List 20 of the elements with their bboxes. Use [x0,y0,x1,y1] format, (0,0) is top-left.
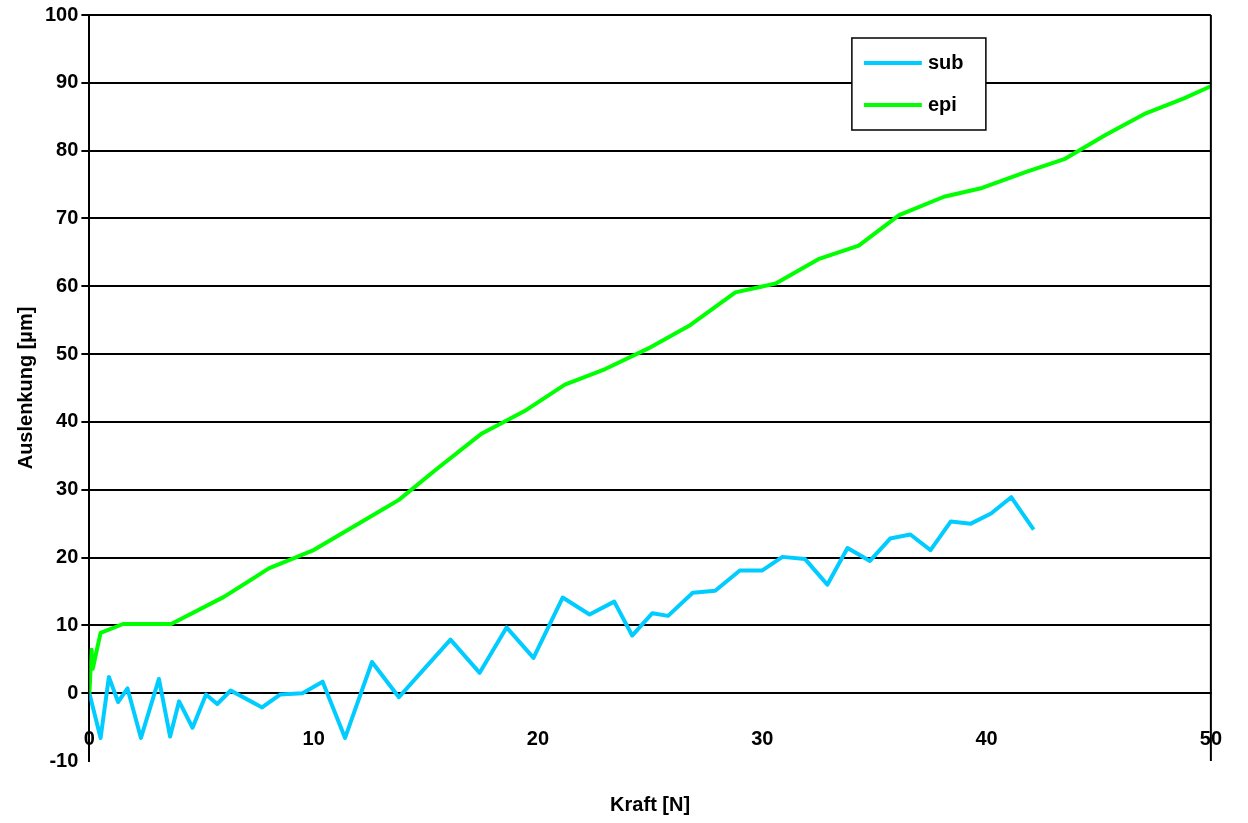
legend-label: epi [927,92,957,115]
x-tick-label: 10 [302,726,325,749]
y-tick-label: 40 [56,409,79,432]
x-tick-label: 40 [975,726,998,749]
y-tick-label: -10 [49,748,79,771]
y-tick-label: 0 [67,680,79,703]
y-axis-title: Auslenkung [µm] [13,306,36,470]
y-tick-label: 100 [44,2,79,25]
legend-label: sub [927,50,964,73]
x-axis-title: Kraft [N] [610,792,691,815]
y-tick-label: 90 [56,70,79,93]
y-tick-label: 10 [56,612,79,635]
y-tick-label: 30 [56,477,79,500]
y-tick-label: 50 [56,341,79,364]
y-tick-label: 20 [56,545,79,568]
x-tick-label: 30 [751,726,774,749]
x-tick-label: 20 [526,726,550,749]
y-tick-label: 60 [56,273,79,296]
y-tick-label: 80 [56,138,79,161]
y-tick-label: 70 [56,205,79,228]
